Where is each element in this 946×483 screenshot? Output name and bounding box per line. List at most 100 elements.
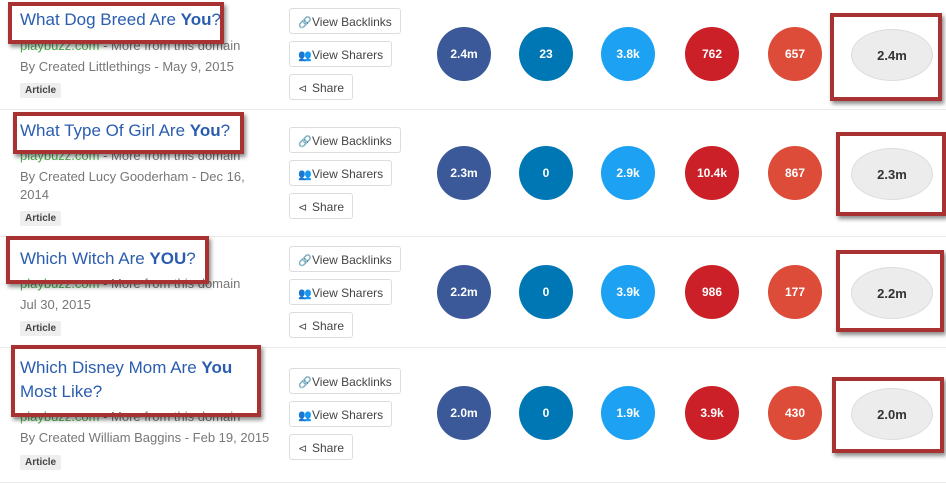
google-plus-shares: 177 <box>768 265 822 319</box>
button-label: View Sharers <box>312 408 384 422</box>
total-shares: 2.4m <box>851 29 933 81</box>
users-icon: 👥 <box>298 50 312 62</box>
button-label: View Backlinks <box>312 15 392 29</box>
share-button[interactable]: ⊲ Share <box>289 74 354 100</box>
facebook-shares: 2.3m <box>437 146 491 200</box>
twitter-shares: 2.9k <box>601 146 655 200</box>
domain-line: playbuzz.com - More from this domain <box>20 408 240 426</box>
button-label: View Backlinks <box>312 134 392 148</box>
article-tag: Article <box>20 83 62 98</box>
article-title[interactable]: What Dog Breed Are You? <box>20 8 221 32</box>
twitter-shares: 3.8k <box>601 27 655 81</box>
view-backlinks-button[interactable]: 🔗View Backlinks <box>289 8 401 34</box>
linkedin-shares: 0 <box>519 265 573 319</box>
linkedin-shares: 0 <box>519 386 573 440</box>
twitter-shares: 1.9k <box>601 386 655 440</box>
twitter-shares: 3.9k <box>601 265 655 319</box>
button-label: Share <box>312 200 345 214</box>
pinterest-shares: 986 <box>685 265 739 319</box>
pinterest-shares: 10.4k <box>685 146 739 200</box>
link-icon: 🔗 <box>298 17 312 29</box>
users-icon: 👥 <box>298 169 312 181</box>
share-icon: ⊲ <box>298 202 308 214</box>
domain-link[interactable]: playbuzz.com <box>20 38 100 53</box>
domain-link[interactable]: playbuzz.com <box>20 409 100 424</box>
share-button[interactable]: ⊲ Share <box>289 193 354 219</box>
total-shares: 2.2m <box>851 267 933 319</box>
byline: By Created Lucy Gooderham - Dec 16, 2014 <box>20 169 245 202</box>
button-label: View Sharers <box>312 167 384 181</box>
byline: Jul 30, 2015 <box>20 297 91 312</box>
pinterest-shares: 762 <box>685 27 739 81</box>
title-keyword: You <box>180 10 212 29</box>
button-label: Share <box>312 319 345 333</box>
button-label: View Backlinks <box>312 375 392 389</box>
view-backlinks-button[interactable]: 🔗View Backlinks <box>289 246 401 272</box>
title-text: Which Witch Are <box>20 249 150 268</box>
linkedin-shares: 23 <box>519 27 573 81</box>
share-icon: ⊲ <box>298 443 308 455</box>
link-icon: 🔗 <box>298 377 312 389</box>
pinterest-shares: 3.9k <box>685 386 739 440</box>
byline: By Created Littlethings - May 9, 2015 <box>20 59 234 74</box>
view-backlinks-button[interactable]: 🔗View Backlinks <box>289 368 401 394</box>
domain-line: playbuzz.com - More from this domain <box>20 37 240 55</box>
article-title[interactable]: Which Disney Mom Are You Most Like? <box>20 356 245 404</box>
article-tag: Article <box>20 455 62 470</box>
article-title[interactable]: What Type Of Girl Are You? <box>20 119 230 143</box>
share-button[interactable]: ⊲ Share <box>289 312 354 338</box>
title-keyword: You <box>189 121 221 140</box>
title-text: ? <box>186 249 196 268</box>
domain-line: playbuzz.com - More from this domain <box>20 147 240 165</box>
more-from-domain-link[interactable]: - More from this domain <box>99 409 241 424</box>
link-icon: 🔗 <box>298 255 312 267</box>
google-plus-shares: 657 <box>768 27 822 81</box>
users-icon: 👥 <box>298 410 312 422</box>
result-row: Which Disney Mom Are You Most Like? play… <box>0 348 946 483</box>
facebook-shares: 2.0m <box>437 386 491 440</box>
title-text: Most Like? <box>20 382 103 401</box>
more-from-domain-link[interactable]: - More from this domain <box>99 38 241 53</box>
title-text: ? <box>211 10 221 29</box>
linkedin-shares: 0 <box>519 146 573 200</box>
link-icon: 🔗 <box>298 136 312 148</box>
view-sharers-button[interactable]: 👥View Sharers <box>289 41 393 67</box>
google-plus-shares: 430 <box>768 386 822 440</box>
button-label: Share <box>312 81 345 95</box>
view-sharers-button[interactable]: 👥View Sharers <box>289 160 393 186</box>
result-row: What Type Of Girl Are You? playbuzz.com … <box>0 110 946 237</box>
byline: By Created William Baggins - Feb 19, 201… <box>20 430 270 445</box>
share-button[interactable]: ⊲ Share <box>289 434 354 460</box>
more-from-domain-link[interactable]: - More from this domain <box>99 148 241 163</box>
button-label: View Backlinks <box>312 253 392 267</box>
google-plus-shares: 867 <box>768 146 822 200</box>
total-shares: 2.0m <box>851 388 933 440</box>
view-sharers-button[interactable]: 👥View Sharers <box>289 279 393 305</box>
facebook-shares: 2.4m <box>437 27 491 81</box>
article-tag: Article <box>20 321 62 336</box>
result-row: What Dog Breed Are You? playbuzz.com - M… <box>0 0 946 110</box>
result-row: Which Witch Are YOU? playbuzz.com - More… <box>0 237 946 348</box>
domain-line: playbuzz.com - More from this domain <box>20 275 240 293</box>
title-text: What Dog Breed Are <box>20 10 181 29</box>
users-icon: 👥 <box>298 288 312 300</box>
title-keyword: YOU <box>149 249 187 268</box>
view-backlinks-button[interactable]: 🔗View Backlinks <box>289 127 401 153</box>
total-shares: 2.3m <box>851 148 933 200</box>
domain-link[interactable]: playbuzz.com <box>20 276 100 291</box>
facebook-shares: 2.2m <box>437 265 491 319</box>
title-text: ? <box>220 121 231 140</box>
article-tag: Article <box>20 211 62 226</box>
share-icon: ⊲ <box>298 321 308 333</box>
article-title[interactable]: Which Witch Are YOU? <box>20 247 196 271</box>
button-label: View Sharers <box>312 286 384 300</box>
title-text: What Type Of Girl Are <box>20 121 190 140</box>
more-from-domain-link[interactable]: - More from this domain <box>99 276 241 291</box>
view-sharers-button[interactable]: 👥View Sharers <box>289 401 393 427</box>
title-text: Which Disney Mom Are <box>20 358 202 377</box>
button-label: View Sharers <box>312 48 384 62</box>
button-label: Share <box>312 441 345 455</box>
share-icon: ⊲ <box>298 83 308 95</box>
domain-link[interactable]: playbuzz.com <box>20 148 100 163</box>
title-keyword: You <box>201 358 233 377</box>
